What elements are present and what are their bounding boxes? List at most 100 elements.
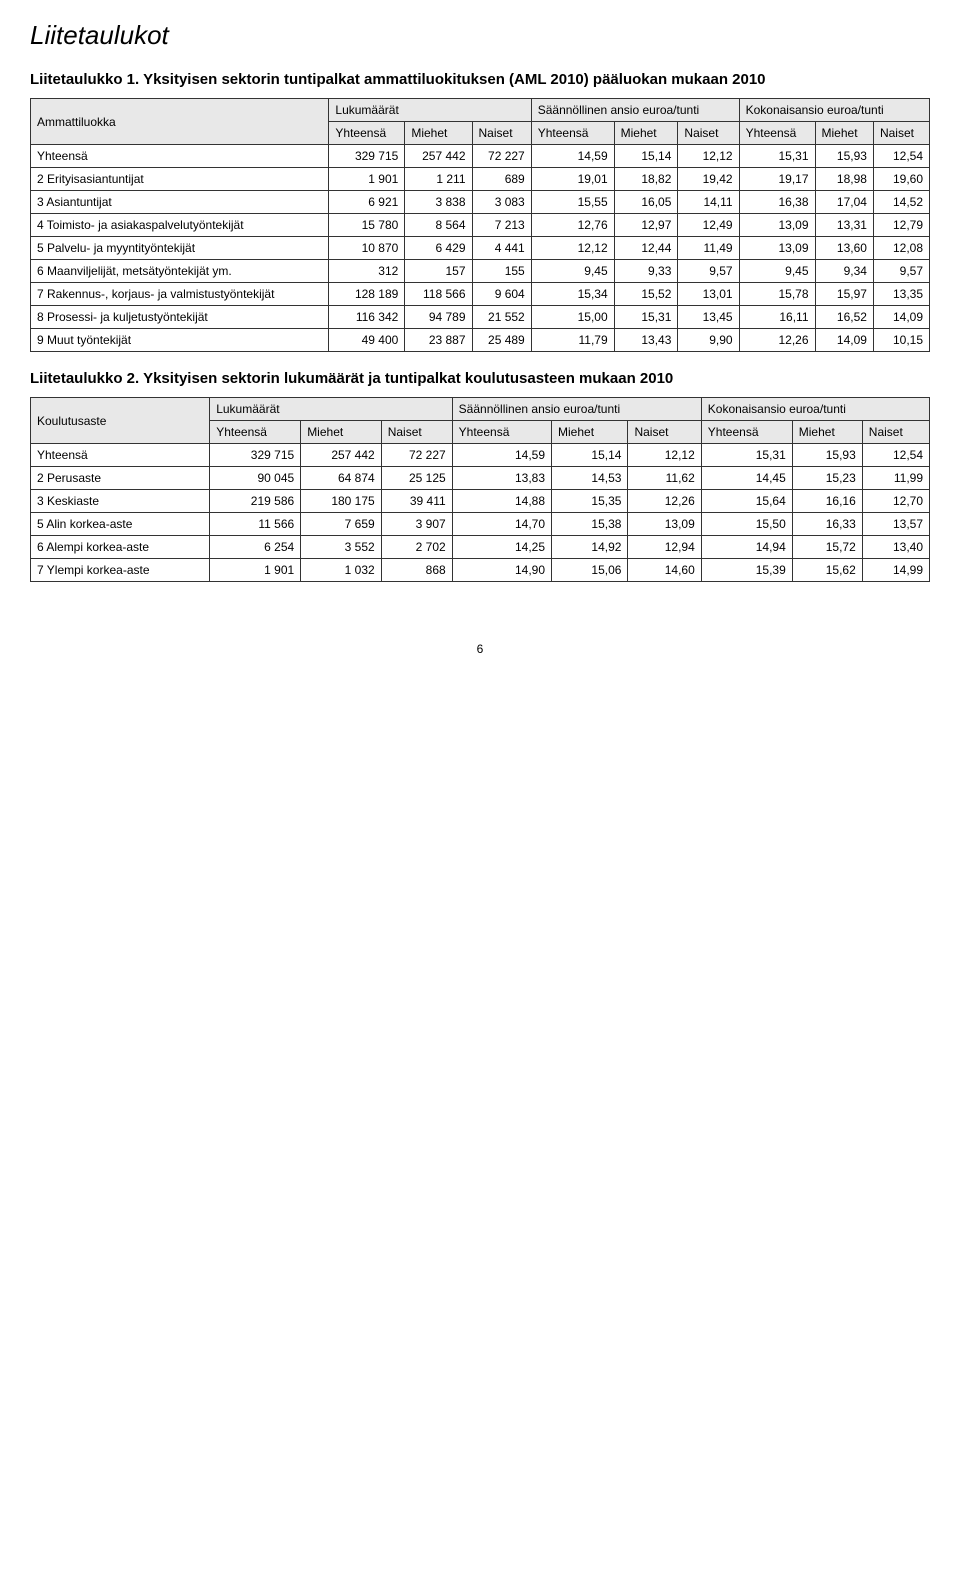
page-title: Liitetaulukot [30,20,930,51]
cell: 4 441 [472,237,531,260]
cell: 15,64 [701,490,792,513]
cell: 72 227 [381,444,452,467]
cell: 11,99 [862,467,929,490]
table2-title: Liitetaulukko 2. Yksityisen sektorin luk… [30,370,930,387]
cell: 14,09 [815,329,873,352]
cell: 15,34 [531,283,614,306]
cell: 1 032 [301,559,382,582]
cell: 14,99 [862,559,929,582]
cell: 9,33 [614,260,678,283]
table2-sub-y2: Yhteensä [452,421,551,444]
cell: 17,04 [815,191,873,214]
row-label: 4 Toimisto- ja asiakaspalvelutyöntekijät [31,214,329,237]
cell: 3 083 [472,191,531,214]
cell: 329 715 [210,444,301,467]
cell: 128 189 [329,283,405,306]
cell: 12,44 [614,237,678,260]
cell: 13,60 [815,237,873,260]
cell: 157 [405,260,472,283]
cell: 15,52 [614,283,678,306]
cell: 9,90 [678,329,739,352]
cell: 6 429 [405,237,472,260]
cell: 155 [472,260,531,283]
cell: 13,09 [739,237,815,260]
cell: 16,38 [739,191,815,214]
cell: 180 175 [301,490,382,513]
table1-sub-m1: Miehet [405,122,472,145]
cell: 15,78 [739,283,815,306]
cell: 9,57 [873,260,929,283]
cell: 2 702 [381,536,452,559]
cell: 15,93 [815,145,873,168]
cell: 9,45 [739,260,815,283]
cell: 689 [472,168,531,191]
cell: 12,97 [614,214,678,237]
cell: 868 [381,559,452,582]
cell: 12,54 [862,444,929,467]
table-row: 2 Erityisasiantuntijat1 9011 21168919,01… [31,168,930,191]
cell: 257 442 [301,444,382,467]
table1-sub-m2: Miehet [614,122,678,145]
cell: 8 564 [405,214,472,237]
cell: 13,57 [862,513,929,536]
page-number: 6 [30,642,930,656]
cell: 12,79 [873,214,929,237]
table1-sub-n3: Naiset [873,122,929,145]
cell: 12,70 [862,490,929,513]
table-row: Yhteensä329 715257 44272 22714,5915,1412… [31,444,930,467]
cell: 49 400 [329,329,405,352]
row-label: 8 Prosessi- ja kuljetustyöntekijät [31,306,329,329]
cell: 10 870 [329,237,405,260]
cell: 13,09 [628,513,701,536]
cell: 13,43 [614,329,678,352]
table2-sub-n3: Naiset [862,421,929,444]
table-row: 3 Asiantuntijat6 9213 8383 08315,5516,05… [31,191,930,214]
cell: 39 411 [381,490,452,513]
cell: 11,62 [628,467,701,490]
cell: 3 907 [381,513,452,536]
cell: 118 566 [405,283,472,306]
cell: 18,98 [815,168,873,191]
table-row: 8 Prosessi- ja kuljetustyöntekijät116 34… [31,306,930,329]
cell: 1 211 [405,168,472,191]
cell: 15,00 [531,306,614,329]
cell: 14,60 [628,559,701,582]
table-row: Yhteensä329 715257 44272 22714,5915,1412… [31,145,930,168]
cell: 18,82 [614,168,678,191]
cell: 16,16 [792,490,862,513]
cell: 16,11 [739,306,815,329]
row-label: 7 Ylempi korkea-aste [31,559,210,582]
cell: 15,39 [701,559,792,582]
cell: 64 874 [301,467,382,490]
row-label: Yhteensä [31,444,210,467]
cell: 14,94 [701,536,792,559]
cell: 329 715 [329,145,405,168]
cell: 15,23 [792,467,862,490]
cell: 94 789 [405,306,472,329]
row-label: 2 Erityisasiantuntijat [31,168,329,191]
table2-header-group1: Lukumäärät [210,398,452,421]
cell: 12,49 [678,214,739,237]
table-row: 6 Alempi korkea-aste6 2543 5522 70214,25… [31,536,930,559]
cell: 15,14 [614,145,678,168]
table-row: 4 Toimisto- ja asiakaspalvelutyöntekijät… [31,214,930,237]
cell: 11,49 [678,237,739,260]
cell: 12,94 [628,536,701,559]
cell: 15,93 [792,444,862,467]
cell: 15,31 [739,145,815,168]
cell: 19,01 [531,168,614,191]
table2-header-group3: Kokonaisansio euroa/tunti [701,398,929,421]
cell: 13,40 [862,536,929,559]
cell: 12,54 [873,145,929,168]
cell: 219 586 [210,490,301,513]
cell: 9,45 [531,260,614,283]
cell: 116 342 [329,306,405,329]
cell: 13,01 [678,283,739,306]
row-label: 9 Muut työntekijät [31,329,329,352]
table2-header-group2: Säännöllinen ansio euroa/tunti [452,398,701,421]
cell: 10,15 [873,329,929,352]
cell: 14,11 [678,191,739,214]
table-row: 5 Alin korkea-aste11 5667 6593 90714,701… [31,513,930,536]
table2-sub-y1: Yhteensä [210,421,301,444]
cell: 15,55 [531,191,614,214]
